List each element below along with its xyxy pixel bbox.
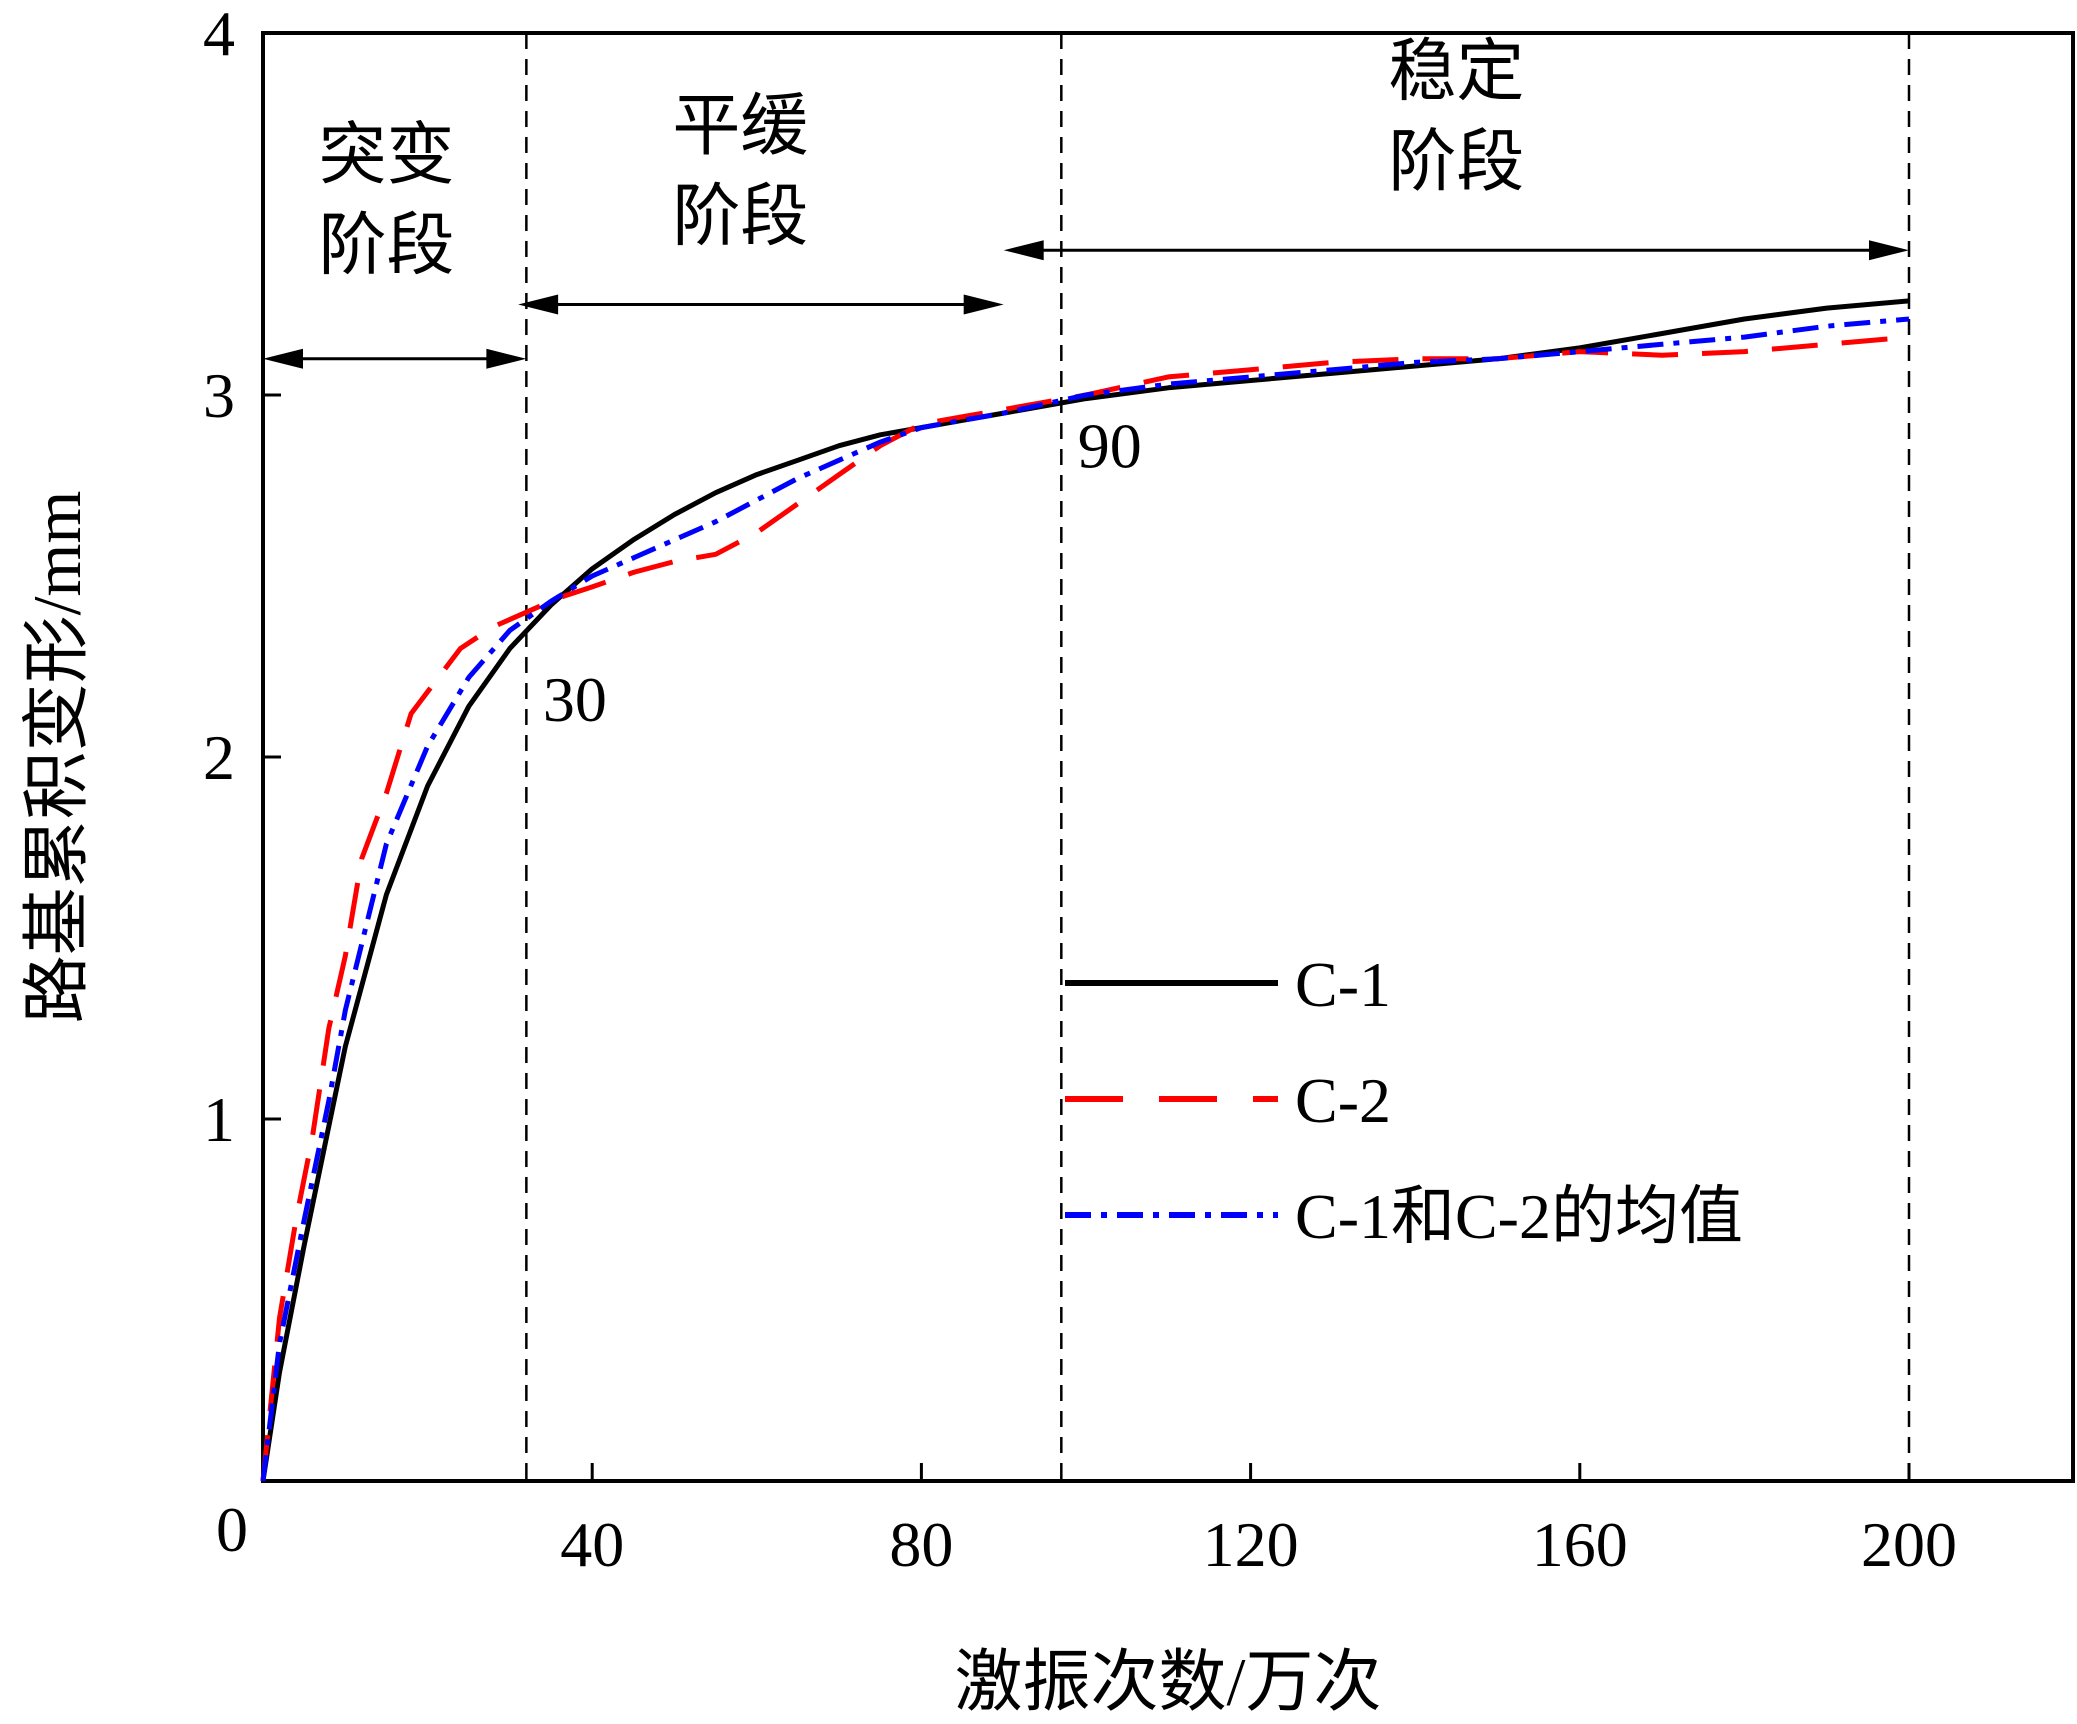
y-axis-label: 路基累积变形/mm xyxy=(19,491,95,1024)
series-line-2 xyxy=(260,316,1910,1482)
phase-arrow-left-head-2 xyxy=(1003,240,1044,261)
phase-arrows xyxy=(263,240,1909,369)
legend-label-2: C-1和C-2的均值 xyxy=(1295,1181,1743,1252)
phase-label-line2-2: 阶段 xyxy=(1388,124,1524,200)
phase-label-line1-0: 突变 xyxy=(318,117,454,193)
phase-dividers xyxy=(525,33,1911,1481)
phase-arrow-right-head-2 xyxy=(1869,240,1909,261)
x-tick-label-0: 40 xyxy=(560,1509,624,1580)
y-axis: 1 2 3 4 xyxy=(203,0,281,1155)
x-tick-label-4: 200 xyxy=(1861,1509,1957,1580)
y-tick-label-3: 4 xyxy=(203,0,235,69)
phase-label-line2-1: 阶段 xyxy=(672,178,808,254)
y-tick-label-0: 1 xyxy=(203,1084,235,1155)
phase-arrow-right-head-0 xyxy=(486,348,527,369)
annotations: 30 90 xyxy=(543,410,1142,734)
series-line-1 xyxy=(260,334,1910,1482)
x-tick-label-2: 120 xyxy=(1203,1509,1299,1580)
series-lines xyxy=(260,298,1910,1482)
legend-label-1: C-2 xyxy=(1295,1065,1391,1136)
phase-arrow-right-head-1 xyxy=(963,294,1004,315)
x-tick-label-3: 160 xyxy=(1532,1509,1628,1580)
phase-label-line1-2: 稳定 xyxy=(1388,34,1524,110)
x-axis: 40 80 120 160 200 0 xyxy=(216,1463,1957,1580)
phase-label-line2-0: 阶段 xyxy=(318,207,454,283)
phase-arrow-left-head-0 xyxy=(263,348,303,369)
x-tick-label-1: 80 xyxy=(889,1509,953,1580)
phase-label-line1-1: 平缓 xyxy=(672,88,808,164)
y-tick-label-1: 2 xyxy=(203,722,235,793)
y-tick-label-2: 3 xyxy=(203,360,235,431)
x-axis-label: 激振次数/万次 xyxy=(955,1644,1382,1720)
annotation-1: 90 xyxy=(1078,410,1142,481)
origin-label: 0 xyxy=(216,1494,248,1565)
legend: C-1 C-2 C-1和C-2的均值 xyxy=(1065,949,1743,1252)
legend-label-0: C-1 xyxy=(1295,949,1391,1020)
phase-arrow-left-head-1 xyxy=(518,294,559,315)
annotation-0: 30 xyxy=(543,664,607,735)
